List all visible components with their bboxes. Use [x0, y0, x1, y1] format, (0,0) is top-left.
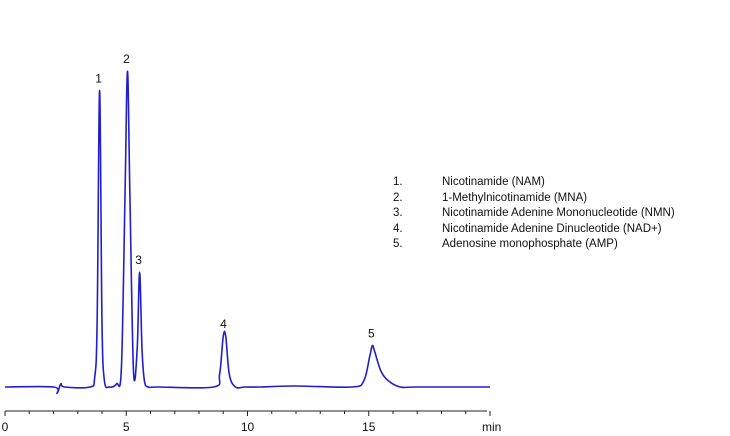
x-tick-label: 15 — [362, 420, 376, 434]
legend-label: Nicotinamide (NAM) — [442, 176, 545, 188]
x-axis: 0 5 10 15 — [2, 410, 491, 434]
legend-item: 5. Adenosine monophosphate (AMP) — [393, 237, 675, 253]
legend: 1. Nicotinamide (NAM) 2. 1-Methylnicotinam… — [393, 175, 675, 253]
peak-label: 4 — [220, 317, 227, 331]
legend-item: 4. Nicotinamide Adenine Dinucleotide (NAD… — [393, 222, 675, 238]
legend-number: 4. — [393, 222, 403, 235]
legend-label: Nicotinamide Adenine Dinucleotide (NAD+) — [442, 222, 662, 235]
peak-label: 1 — [95, 71, 102, 85]
x-axis-unit-label: min — [482, 420, 501, 434]
legend-number: 2. — [393, 191, 403, 204]
chromatogram-trace-group — [4, 70, 490, 395]
x-tick-label: 0 — [2, 420, 9, 434]
peak-labels: 1 2 3 4 5 — [95, 52, 375, 340]
legend-label: Adenosine monophosphate (AMP) — [442, 238, 618, 250]
legend-item: 1. Nicotinamide (NAM) — [393, 175, 675, 191]
legend-number: 1. — [393, 176, 403, 188]
x-tick-label: 5 — [123, 420, 130, 434]
legend-item: 3. Nicotinamide Adenine Mononucleotide (N… — [393, 206, 675, 222]
legend-label: 1-Methylnicotinamide (MNA) — [442, 191, 588, 204]
chromatogram-trace — [4, 70, 490, 395]
peak-label: 2 — [123, 52, 130, 66]
legend-item: 2. 1-Methylnicotinamide (MNA) — [393, 191, 675, 207]
legend-label: Nicotinamide Adenine Mononucleotide (NMN… — [442, 207, 675, 219]
legend-number: 5. — [393, 238, 403, 250]
peak-label: 5 — [368, 327, 375, 341]
legend-number: 3. — [393, 207, 403, 219]
peak-label: 3 — [135, 253, 142, 267]
x-tick-label: 10 — [241, 420, 255, 434]
